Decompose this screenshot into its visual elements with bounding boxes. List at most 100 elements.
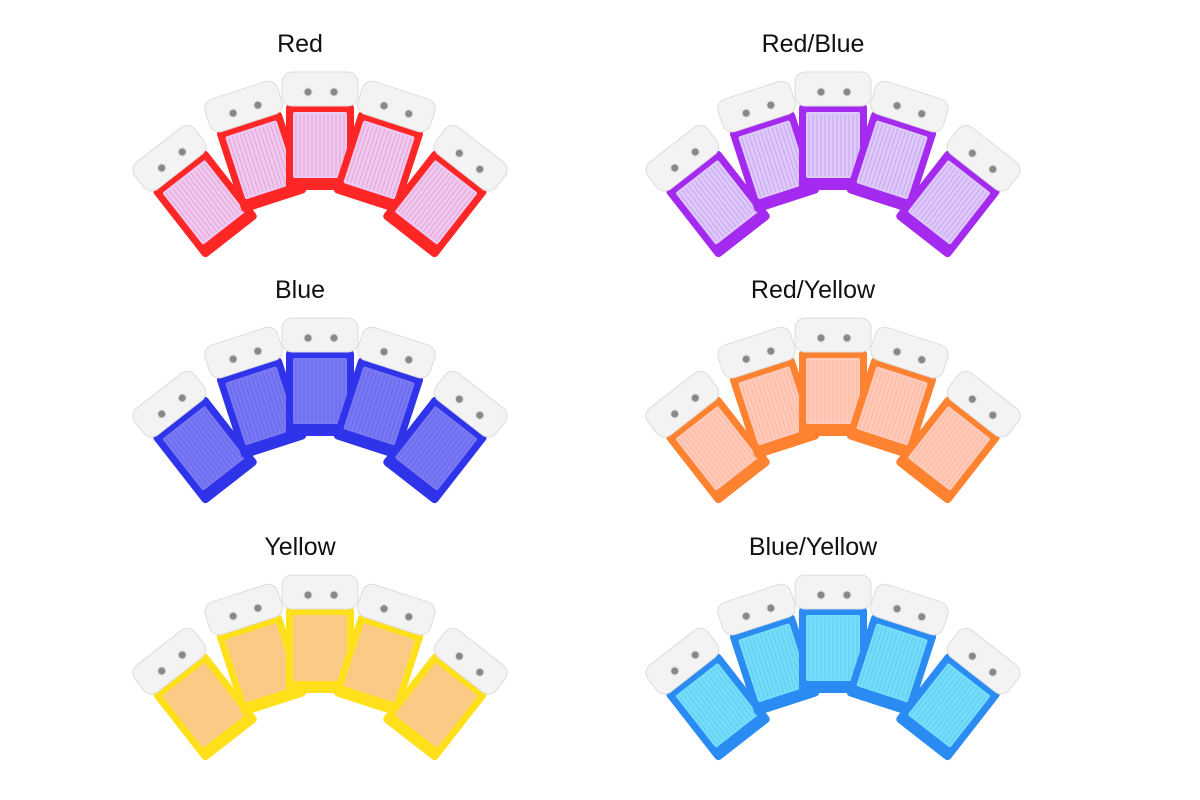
led-strip <box>181 180 221 230</box>
led-strip <box>228 383 249 443</box>
led-strip <box>926 421 966 471</box>
screw-icon <box>816 87 826 97</box>
led-strip <box>709 413 749 464</box>
screw-icon <box>816 333 826 343</box>
panel-led-array <box>395 160 477 245</box>
led-panel <box>794 71 872 190</box>
led-strip <box>713 668 753 718</box>
led-strip <box>407 170 447 220</box>
led-strip <box>862 124 884 184</box>
screw-icon <box>690 147 700 157</box>
led-strip <box>413 421 453 471</box>
led-strip <box>771 373 792 434</box>
led-strip <box>203 408 243 459</box>
led-strip <box>910 162 950 213</box>
led-strip <box>917 413 957 464</box>
screw-icon <box>157 666 167 676</box>
screw-icon <box>404 612 414 622</box>
led-strip <box>254 374 275 435</box>
screw-icon <box>967 148 977 158</box>
variant-blue: Blue <box>0 246 600 504</box>
led-strip <box>353 125 374 185</box>
led-strip <box>419 426 459 476</box>
led-strip <box>678 695 718 745</box>
led-strip <box>432 692 472 743</box>
panel-led-array <box>293 615 347 681</box>
led-strip <box>713 411 753 461</box>
led-strip <box>174 688 214 738</box>
led-strip <box>419 683 459 733</box>
led-strip <box>939 431 979 481</box>
led-strip <box>376 635 397 695</box>
led-strip <box>882 376 903 436</box>
led-strip <box>247 634 268 694</box>
led-strip <box>771 630 792 691</box>
screw-icon <box>404 109 414 119</box>
led-strip <box>365 631 386 692</box>
led-panel <box>717 326 820 459</box>
led-strip <box>258 373 279 434</box>
led-strip <box>763 376 784 436</box>
panel-cap <box>946 370 1021 438</box>
led-strip <box>945 189 985 240</box>
led-strip <box>904 137 925 197</box>
led-strip <box>404 670 444 721</box>
led-strip <box>369 130 390 190</box>
led-strip <box>687 688 727 738</box>
led-strip <box>422 182 462 233</box>
variant-yellow: Yellow <box>0 503 600 761</box>
led-strip <box>694 180 734 230</box>
panel-cap <box>204 80 283 133</box>
led-strip <box>775 629 796 689</box>
led-panel <box>132 370 257 504</box>
led-strip <box>697 680 737 731</box>
led-strip <box>910 665 950 716</box>
screw-icon <box>329 590 339 600</box>
led-panel <box>333 80 436 213</box>
led-strip <box>716 408 756 459</box>
led-strip <box>885 377 906 437</box>
screw-icon <box>157 409 167 419</box>
led-strip <box>706 170 746 220</box>
panel-led-array <box>806 112 860 178</box>
led-strip <box>678 192 718 242</box>
led-strip <box>779 628 800 688</box>
led-strip <box>923 418 963 469</box>
led-strip <box>893 636 914 697</box>
screw-icon <box>454 394 464 404</box>
led-strip <box>247 131 268 191</box>
led-strip <box>681 189 721 240</box>
screw-icon <box>892 347 902 357</box>
led-strip <box>266 628 287 688</box>
led-strip <box>203 162 243 213</box>
led-strip <box>426 185 466 235</box>
led-strip <box>391 383 412 443</box>
screw-icon <box>842 333 852 343</box>
led-strip <box>353 628 374 688</box>
led-strip <box>243 378 264 438</box>
led-strip <box>744 136 765 196</box>
led-device-image <box>132 574 508 761</box>
panel-cap <box>645 370 720 438</box>
led-strip <box>432 189 472 240</box>
led-strip <box>413 678 453 728</box>
led-strip <box>254 631 275 692</box>
led-panel <box>896 627 1021 761</box>
led-panel <box>846 583 949 716</box>
led-strip <box>231 639 252 699</box>
led-strip <box>703 418 743 469</box>
led-strip <box>874 127 895 188</box>
screw-icon <box>329 87 339 97</box>
led-strip <box>752 379 773 440</box>
led-panel <box>794 317 872 436</box>
led-strip <box>384 135 405 195</box>
led-device-image <box>645 71 1021 258</box>
led-strip <box>694 683 734 733</box>
led-strip <box>196 670 236 721</box>
led-strip <box>357 372 378 432</box>
screw-icon <box>177 650 187 660</box>
led-strip <box>763 130 784 190</box>
led-strip <box>748 381 769 441</box>
led-strip <box>684 187 724 237</box>
led-strip <box>171 690 211 740</box>
